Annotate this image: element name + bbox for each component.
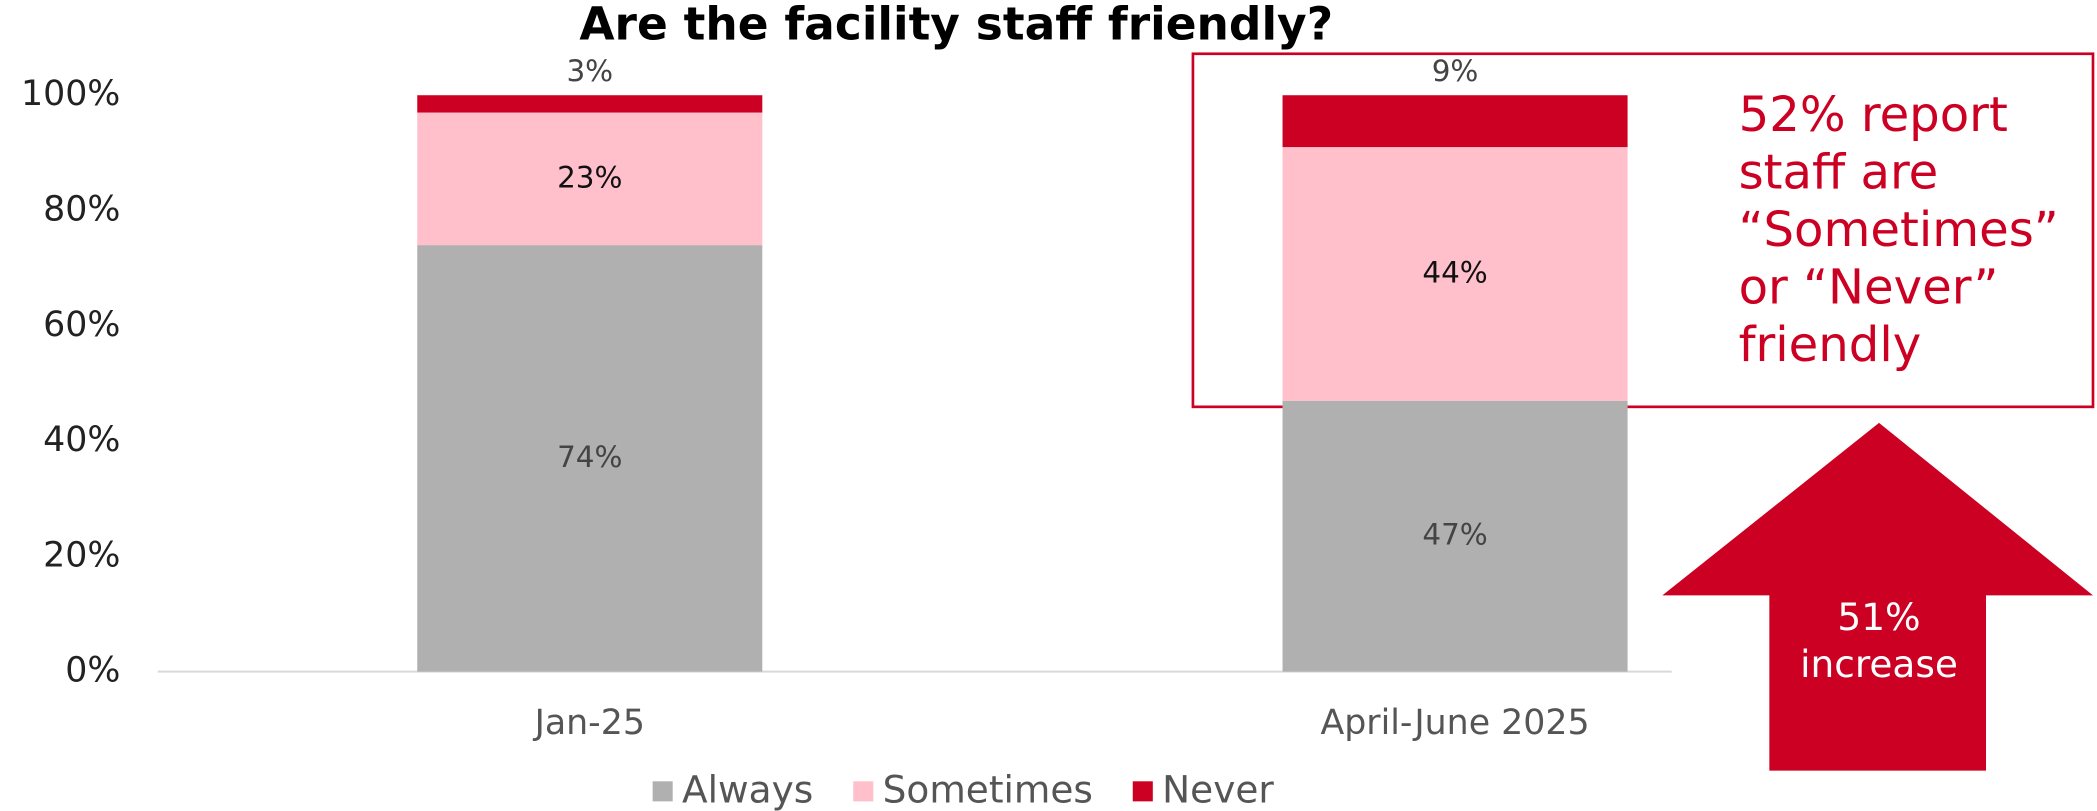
bar-segment (1282, 95, 1628, 148)
legend-label: Never (1162, 768, 1274, 811)
bar-segment (417, 112, 763, 246)
arrow-text: 51% (1837, 595, 1920, 639)
y-tick-label: 20% (43, 535, 120, 575)
y-tick-label: 0% (65, 651, 120, 691)
legend-swatch (853, 781, 874, 802)
value-label: 9% (1432, 54, 1479, 88)
bar-segment (1282, 147, 1628, 401)
x-tick-label: April-June 2025 (1320, 703, 1589, 743)
y-tick-label: 100% (21, 74, 120, 114)
increase-arrow (1662, 422, 2093, 771)
callout-text: staff are (1739, 144, 1939, 200)
callout-text: “Sometimes” (1739, 202, 2059, 258)
x-tick-label: Jan-25 (533, 703, 645, 743)
callout-box (1191, 52, 2095, 409)
legend-swatch (1132, 781, 1153, 802)
arrow-text: increase (1800, 642, 1958, 686)
value-label: 74% (557, 440, 622, 474)
value-label: 3% (566, 54, 613, 88)
chart-title: Are the facility staff friendly? (579, 0, 1333, 51)
y-tick-label: 40% (43, 420, 120, 460)
legend-swatch (652, 781, 673, 802)
callout-text: 52% report (1739, 87, 2008, 143)
callout-text: friendly (1739, 317, 1922, 373)
legend-label: Sometimes (883, 768, 1093, 811)
value-label: 47% (1422, 518, 1487, 552)
value-label: 23% (557, 160, 622, 194)
bar-segment (1282, 400, 1628, 672)
callout-text: or “Never” (1739, 259, 1999, 315)
legend-label: Always (682, 768, 813, 811)
y-tick-label: 60% (43, 305, 120, 345)
value-label: 44% (1422, 255, 1487, 289)
y-tick-label: 80% (43, 190, 120, 230)
bar-segment (417, 95, 763, 113)
bar-segment (417, 245, 763, 672)
